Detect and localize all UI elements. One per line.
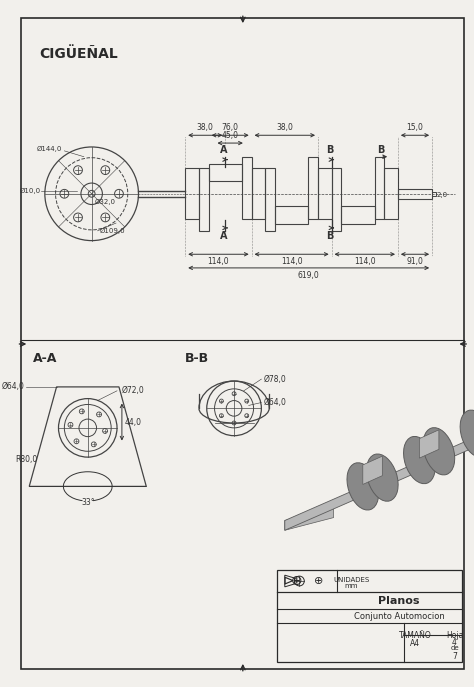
Text: Ø109,0: Ø109,0 [100,228,125,234]
Text: A: A [219,231,227,240]
Bar [398,189,432,199]
Text: 4: 4 [452,638,457,646]
Text: B-B: B-B [185,352,210,365]
Text: 2,0: 2,0 [437,192,448,198]
Ellipse shape [347,463,379,510]
Text: 114,0: 114,0 [354,257,375,266]
Text: 91,0: 91,0 [407,257,423,266]
Text: Ø72,0: Ø72,0 [122,386,145,395]
Bar [209,164,242,181]
Text: B: B [326,145,333,155]
Bar [185,168,199,219]
Bar [332,168,341,231]
Text: 38,0: 38,0 [197,124,214,133]
Text: B: B [326,231,333,240]
Bar [199,168,209,231]
Text: CIGÜEÑAL: CIGÜEÑAL [39,47,118,61]
Text: 619,0: 619,0 [298,271,319,280]
Polygon shape [285,508,334,530]
Bar [252,168,265,219]
Text: Planos: Planos [378,596,419,605]
Text: 45,0: 45,0 [222,131,239,140]
Text: ⊳: ⊳ [283,574,294,588]
Text: Ø64,0: Ø64,0 [264,398,286,407]
Text: A-A: A-A [33,352,57,365]
Text: Ø32,0: Ø32,0 [95,199,116,205]
Text: Ø78,0: Ø78,0 [264,374,286,383]
Polygon shape [419,430,439,458]
Text: Hoja: Hoja [446,631,463,640]
Text: Ø10,0: Ø10,0 [20,188,41,194]
Text: Ø144,0: Ø144,0 [37,146,63,152]
Text: A4: A4 [410,638,420,648]
Text: ⊕: ⊕ [314,576,323,586]
Text: 38,0: 38,0 [276,124,293,133]
Text: ⊕: ⊕ [291,574,302,588]
Ellipse shape [460,410,474,458]
Text: A: A [219,145,227,155]
Bar [265,168,275,231]
Bar [318,168,332,219]
Ellipse shape [423,427,455,475]
Bar [384,168,398,219]
Bar [277,570,462,662]
Bar [275,207,308,224]
Text: 114,0: 114,0 [281,257,302,266]
Text: Ø64,0: Ø64,0 [1,383,24,392]
Bar [341,207,374,224]
Bar [432,192,436,196]
Bar [308,157,318,219]
Text: B: B [377,145,384,155]
Polygon shape [363,456,383,484]
Text: UNIDADES: UNIDADES [333,577,369,583]
Text: 7: 7 [452,652,457,661]
Text: 44,0: 44,0 [125,418,142,427]
Text: Conjunto Automocion: Conjunto Automocion [354,611,444,620]
Text: de: de [450,645,459,651]
Text: TAMAÑO: TAMAÑO [399,631,432,640]
Polygon shape [285,418,474,530]
Text: mm: mm [344,583,358,589]
Text: 15,0: 15,0 [407,124,423,133]
Text: R80,0: R80,0 [15,455,37,464]
Text: 33°: 33° [81,498,95,507]
Bar [242,157,252,219]
Text: 114,0: 114,0 [208,257,229,266]
Text: 76,0: 76,0 [222,124,239,133]
Bar [374,157,384,219]
Ellipse shape [403,436,435,484]
Ellipse shape [366,454,398,502]
